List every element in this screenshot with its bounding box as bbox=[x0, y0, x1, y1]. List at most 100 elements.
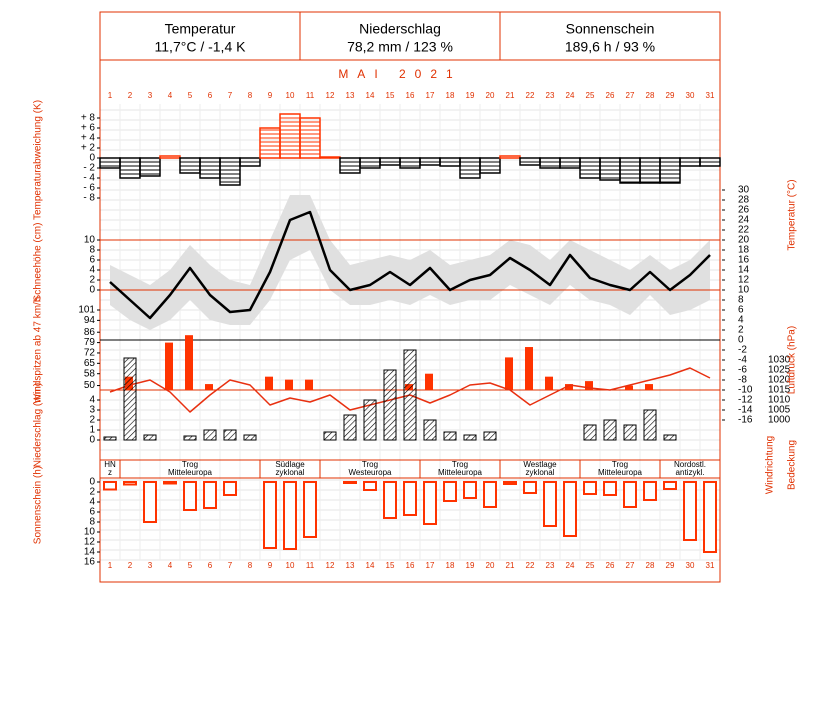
axis-label: Sonnenschein (h) bbox=[33, 466, 44, 544]
deviation-bar bbox=[459, 157, 481, 179]
tick-label: 50 bbox=[84, 380, 96, 391]
weather-type: Trog bbox=[362, 460, 378, 469]
day-label: 11 bbox=[306, 91, 315, 100]
sunshine-bar bbox=[603, 481, 617, 496]
temperature-line bbox=[109, 210, 711, 320]
tick-label: 6 bbox=[738, 305, 744, 316]
precip-bar bbox=[583, 424, 597, 441]
weather-type: zyklonal bbox=[526, 468, 555, 477]
sunshine-bar bbox=[303, 481, 317, 538]
day-label: 12 bbox=[326, 561, 335, 570]
day-label: 8 bbox=[248, 561, 253, 570]
precip-bar bbox=[123, 357, 137, 441]
tick-label: 0 bbox=[89, 435, 95, 446]
day-label: 12 bbox=[326, 91, 335, 100]
tick-label: 0 bbox=[89, 285, 95, 296]
tick-label: 1000 bbox=[768, 415, 791, 426]
day-label: 3 bbox=[148, 561, 153, 570]
day-label: 9 bbox=[268, 91, 273, 100]
tick-label: - 6 bbox=[83, 183, 95, 194]
sunshine-bar bbox=[363, 481, 377, 491]
deviation-bar bbox=[399, 157, 421, 169]
tick-label: 8 bbox=[89, 517, 95, 528]
tick-label: + 2 bbox=[81, 143, 96, 154]
day-label: 16 bbox=[406, 91, 415, 100]
tick-label: + 8 bbox=[81, 113, 96, 124]
sunshine-bar bbox=[543, 481, 557, 527]
tick-label: 16 bbox=[84, 557, 96, 568]
deviation-bar bbox=[599, 157, 621, 181]
wind-bar bbox=[585, 381, 593, 390]
sunshine-bar bbox=[643, 481, 657, 501]
day-label: 13 bbox=[346, 91, 355, 100]
tick-label: - 2 bbox=[83, 163, 95, 174]
deviation-bar bbox=[179, 157, 201, 174]
wind-bar bbox=[265, 376, 273, 390]
tick-label: 10 bbox=[84, 235, 96, 246]
day-label: 6 bbox=[208, 561, 213, 570]
precip-bar bbox=[483, 431, 497, 441]
precip-bar bbox=[463, 434, 477, 441]
sunshine-bar bbox=[583, 481, 597, 495]
tick-label: 2 bbox=[89, 487, 95, 498]
deviation-bar bbox=[499, 155, 521, 159]
precip-bar bbox=[103, 436, 117, 441]
tick-label: 14 bbox=[84, 547, 96, 558]
day-label: 1 bbox=[108, 91, 113, 100]
tick-label: 2 bbox=[89, 415, 95, 426]
tick-label: 101 bbox=[78, 305, 95, 316]
wind-bar bbox=[565, 384, 573, 390]
tick-label: + 6 bbox=[81, 123, 96, 134]
wind-bar bbox=[425, 373, 433, 390]
tick-label: - 4 bbox=[83, 173, 95, 184]
day-label: 2 bbox=[128, 91, 133, 100]
weather-type: Nordostl. bbox=[674, 460, 706, 469]
sunshine-bar bbox=[483, 481, 497, 508]
day-label: 26 bbox=[606, 91, 615, 100]
sunshine-bar bbox=[383, 481, 397, 519]
day-label: 2 bbox=[128, 561, 133, 570]
day-label: 25 bbox=[586, 561, 595, 570]
header-value: 11,7°C / -1,4 K bbox=[155, 39, 247, 55]
tick-label: -8 bbox=[738, 375, 747, 386]
weather-type: zyklonal bbox=[276, 468, 305, 477]
tick-label: 16 bbox=[738, 255, 750, 266]
day-label: 20 bbox=[486, 561, 495, 570]
tick-label: 10 bbox=[84, 527, 96, 538]
tick-label: 79 bbox=[84, 337, 96, 348]
wind-bar bbox=[505, 357, 513, 390]
sunshine-bar bbox=[263, 481, 277, 549]
deviation-bar bbox=[299, 117, 321, 159]
wind-bar bbox=[625, 385, 633, 390]
deviation-bar bbox=[99, 157, 121, 169]
weather-type: Mitteleuropa bbox=[598, 468, 643, 477]
tick-label: 1015 bbox=[768, 385, 791, 396]
tick-label: 26 bbox=[738, 205, 750, 216]
tick-label: 4 bbox=[738, 315, 744, 326]
tick-label: 0 bbox=[738, 335, 744, 346]
tick-label: 1025 bbox=[768, 365, 791, 376]
deviation-bar bbox=[659, 157, 681, 184]
precip-bar bbox=[183, 435, 197, 441]
day-label: 17 bbox=[426, 91, 435, 100]
tick-label: 3 bbox=[89, 405, 95, 416]
deviation-bar bbox=[559, 157, 581, 169]
deviation-bar bbox=[479, 157, 501, 174]
tick-label: 65 bbox=[84, 358, 96, 369]
day-label: 21 bbox=[506, 561, 515, 570]
day-label: 23 bbox=[546, 91, 555, 100]
tick-label: 30 bbox=[738, 185, 750, 196]
wind-bar bbox=[545, 376, 553, 390]
axis-label: Windspitzen ab 47 km/h bbox=[33, 297, 44, 404]
day-label: 26 bbox=[606, 561, 615, 570]
sunshine-bar bbox=[683, 481, 697, 541]
day-label: 10 bbox=[286, 91, 295, 100]
day-label: 19 bbox=[466, 91, 475, 100]
sunshine-bar bbox=[563, 481, 577, 537]
tick-label: 72 bbox=[84, 348, 96, 359]
precip-bar bbox=[643, 409, 657, 441]
day-label: 21 bbox=[506, 91, 515, 100]
deviation-bar bbox=[619, 157, 641, 184]
axis-label: Temperatur (°C) bbox=[787, 179, 798, 250]
precip-bar bbox=[663, 434, 677, 441]
